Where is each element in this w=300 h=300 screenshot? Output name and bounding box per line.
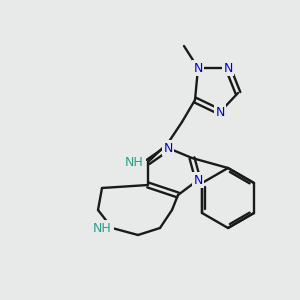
Text: N: N — [193, 61, 203, 74]
Text: N: N — [193, 173, 203, 187]
Text: NH: NH — [125, 155, 144, 169]
Text: N: N — [163, 142, 173, 154]
Text: NH: NH — [93, 221, 112, 235]
Text: N: N — [215, 106, 225, 118]
Text: N: N — [223, 61, 233, 74]
